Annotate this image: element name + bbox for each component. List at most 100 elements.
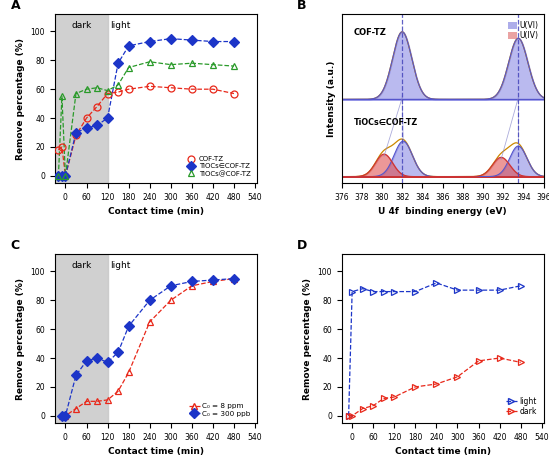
X-axis label: Contact time (min): Contact time (min) xyxy=(108,447,204,456)
light xyxy=(475,287,482,293)
dark xyxy=(345,413,352,419)
Text: B: B xyxy=(297,0,307,12)
Legend: U(VI), U(IV): U(VI), U(IV) xyxy=(505,18,542,43)
Bar xyxy=(55,254,108,423)
C₀ = 8 ppm xyxy=(147,319,153,325)
C₀ = 8 ppm xyxy=(115,388,121,394)
TiOCs∈COF-TZ xyxy=(167,36,174,41)
dark xyxy=(475,358,482,364)
dark xyxy=(412,384,419,390)
X-axis label: U 4f  binding energy (eV): U 4f binding energy (eV) xyxy=(378,207,507,216)
TiOCs@COF-TZ xyxy=(231,63,237,69)
TiOCs∈COF-TZ xyxy=(125,43,132,49)
light xyxy=(370,289,377,294)
dark xyxy=(517,360,524,365)
Legend: light, dark: light, dark xyxy=(502,394,540,419)
light xyxy=(433,280,440,286)
light xyxy=(360,286,366,291)
C₀ = 300 ppb xyxy=(83,358,90,364)
COF-TZ xyxy=(94,104,100,110)
X-axis label: Contact time (min): Contact time (min) xyxy=(108,207,204,216)
C₀ = 300 ppb xyxy=(210,277,216,283)
dark xyxy=(454,374,461,380)
C₀ = 300 ppb xyxy=(72,373,79,378)
light xyxy=(412,289,419,294)
TiOCs@COF-TZ xyxy=(147,59,153,64)
COF-TZ xyxy=(167,85,174,91)
Bar xyxy=(55,14,108,183)
C₀ = 8 ppm xyxy=(125,369,132,375)
C₀ = 300 ppb xyxy=(231,276,237,282)
TiOCs∈COF-TZ xyxy=(55,173,61,179)
C₀ = 8 ppm xyxy=(59,413,65,419)
COF-TZ xyxy=(231,91,237,96)
Line: C₀ = 300 ppb: C₀ = 300 ppb xyxy=(58,275,238,419)
C₀ = 300 ppb xyxy=(115,349,121,355)
dark xyxy=(391,394,397,400)
C₀ = 8 ppm xyxy=(231,276,237,282)
dark xyxy=(433,381,440,387)
Legend: C₀ = 8 ppm, C₀ = 300 ppb: C₀ = 8 ppm, C₀ = 300 ppb xyxy=(186,400,253,419)
light xyxy=(345,413,352,419)
TiOCs@COF-TZ xyxy=(62,173,69,179)
Text: D: D xyxy=(297,239,307,252)
light xyxy=(496,287,503,293)
Line: dark: dark xyxy=(345,354,524,419)
Text: A: A xyxy=(10,0,20,12)
dark xyxy=(380,396,387,401)
C₀ = 8 ppm xyxy=(188,283,195,289)
TiOCs∈COF-TZ xyxy=(147,39,153,44)
COF-TZ xyxy=(210,86,216,92)
TiOCs∈COF-TZ xyxy=(104,115,111,121)
C₀ = 8 ppm xyxy=(72,406,79,411)
COF-TZ xyxy=(147,84,153,89)
COF-TZ xyxy=(59,144,65,150)
TiOCs∈COF-TZ xyxy=(188,37,195,43)
Line: light: light xyxy=(345,280,524,419)
Line: COF-TZ: COF-TZ xyxy=(55,83,238,180)
light xyxy=(454,287,461,293)
C₀ = 8 ppm xyxy=(104,397,111,403)
Text: light: light xyxy=(110,21,130,31)
Y-axis label: Remove percentage (%): Remove percentage (%) xyxy=(16,277,25,400)
Text: dark: dark xyxy=(71,261,91,270)
COF-TZ xyxy=(104,91,111,96)
C₀ = 8 ppm xyxy=(83,399,90,404)
dark xyxy=(360,406,366,411)
Y-axis label: Remove percentage (%): Remove percentage (%) xyxy=(303,277,312,400)
C₀ = 8 ppm xyxy=(210,279,216,284)
TiOCs@COF-TZ xyxy=(83,86,90,92)
Text: light: light xyxy=(110,261,130,270)
Y-axis label: Intensity (a.u.): Intensity (a.u.) xyxy=(327,61,336,137)
TiOCs@COF-TZ xyxy=(210,62,216,68)
TiOCs@COF-TZ xyxy=(115,82,121,88)
C₀ = 8 ppm xyxy=(62,413,69,419)
C₀ = 8 ppm xyxy=(167,298,174,303)
C₀ = 300 ppb xyxy=(147,298,153,303)
Y-axis label: Remove percentage (%): Remove percentage (%) xyxy=(16,38,25,160)
Line: C₀ = 8 ppm: C₀ = 8 ppm xyxy=(58,275,238,419)
C₀ = 300 ppb xyxy=(94,355,100,361)
TiOCs@COF-TZ xyxy=(55,173,61,179)
C₀ = 300 ppb xyxy=(62,413,69,419)
COF-TZ xyxy=(55,147,61,153)
light xyxy=(349,289,355,294)
dark xyxy=(496,355,503,361)
Legend: COF-TZ, TiOCs∈COF-TZ, TiOCs@COF-TZ: COF-TZ, TiOCs∈COF-TZ, TiOCs@COF-TZ xyxy=(183,154,253,180)
TiOCs∈COF-TZ xyxy=(231,39,237,44)
dark xyxy=(349,413,355,419)
dark xyxy=(370,403,377,408)
Text: C: C xyxy=(10,239,20,252)
TiOCs∈COF-TZ xyxy=(62,173,69,179)
C₀ = 300 ppb xyxy=(125,323,132,329)
COF-TZ xyxy=(83,115,90,121)
Text: TiOCs∈COF-TZ: TiOCs∈COF-TZ xyxy=(354,118,418,127)
TiOCs∈COF-TZ xyxy=(72,130,79,135)
TiOCs@COF-TZ xyxy=(188,60,195,66)
COF-TZ xyxy=(72,133,79,138)
COF-TZ xyxy=(62,173,69,179)
C₀ = 8 ppm xyxy=(94,399,100,404)
C₀ = 300 ppb xyxy=(104,360,111,365)
TiOCs∈COF-TZ xyxy=(59,173,65,179)
Line: TiOCs@COF-TZ: TiOCs@COF-TZ xyxy=(55,58,238,180)
